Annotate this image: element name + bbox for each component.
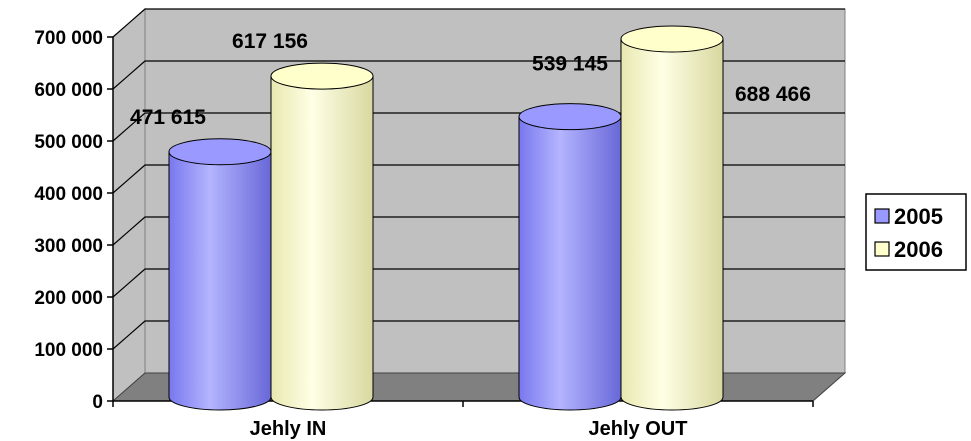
- data-label: 471 615: [130, 106, 206, 129]
- gridline: [112, 8, 845, 38]
- bar-top: [518, 103, 622, 131]
- bar-body: [270, 75, 374, 411]
- y-tick-label: 400 000: [34, 184, 103, 205]
- bar-2005-1: [518, 103, 622, 411]
- bar-body: [620, 38, 724, 411]
- legend-swatch: [874, 241, 890, 257]
- chart-legend: 2005 2006: [865, 193, 967, 271]
- legend-label: 2005: [894, 204, 943, 229]
- bar-top: [168, 138, 272, 166]
- bar-top: [620, 25, 724, 53]
- bar-top: [270, 62, 374, 90]
- bar-body: [168, 151, 272, 411]
- y-tick-label: 100 000: [34, 340, 103, 361]
- data-label: 688 466: [735, 83, 811, 106]
- legend-label: 2006: [894, 237, 943, 262]
- chart-data-labels: 471 615 617 156 539 145 688 466: [130, 30, 811, 129]
- y-tick-label: 200 000: [34, 288, 103, 309]
- y-tick-label: 0: [92, 392, 103, 413]
- chart-bars: [168, 25, 724, 411]
- x-tick-label: Jehly OUT: [589, 418, 688, 440]
- y-tick-label: 300 000: [34, 236, 103, 257]
- left-wall: [112, 7, 146, 403]
- legend-swatch: [874, 208, 890, 224]
- gridline: [112, 60, 845, 90]
- legend-box: [865, 193, 967, 271]
- bar-body: [518, 116, 622, 411]
- bar-2005-0: [168, 138, 272, 411]
- y-tick-label: 700 000: [34, 28, 103, 49]
- data-label: 539 145: [532, 53, 608, 76]
- bar-2006-0: [270, 62, 374, 411]
- data-label: 617 156: [232, 30, 308, 53]
- bar-2006-1: [620, 25, 724, 411]
- y-tick-label: 500 000: [34, 132, 103, 153]
- x-tick-label: Jehly IN: [250, 418, 327, 440]
- y-tick-label: 600 000: [34, 80, 103, 101]
